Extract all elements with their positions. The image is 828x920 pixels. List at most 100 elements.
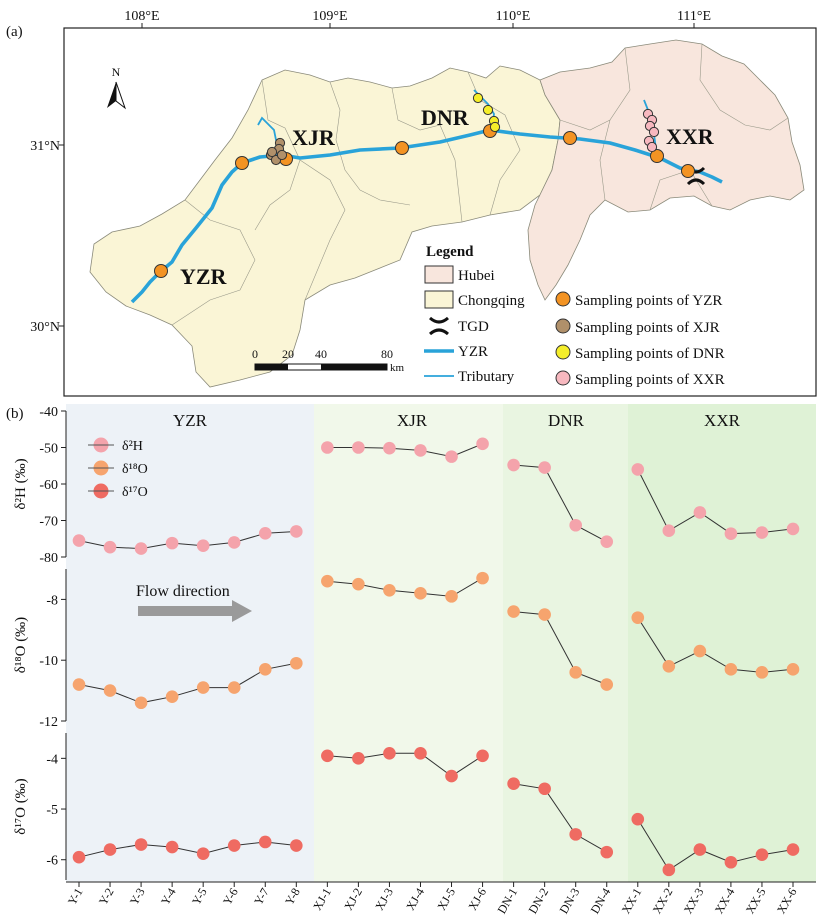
legend-d18o: δ¹⁸O: [122, 462, 148, 477]
point-d18O-Y-4: [165, 690, 179, 703]
point-d17O-XX-6: [786, 843, 800, 856]
flow-direction-arrow-icon: [138, 600, 252, 622]
point-d2H-Y-4: [165, 536, 179, 550]
x-tick-label: Y-3: [127, 886, 148, 908]
point-d18O-Y-5: [196, 681, 210, 694]
point-d17O-Y-8: [290, 839, 303, 852]
point-d17O-XX-4: [724, 855, 738, 869]
section-bg-xjr: [314, 404, 503, 882]
point-d18O-XX-2: [662, 659, 676, 673]
flow-direction-annotation: Flow direction: [136, 583, 252, 622]
point-d17O-Y-4: [165, 840, 179, 854]
y-tick-label-d17O: -6: [46, 854, 58, 869]
point-d18O-Y-8: [290, 656, 303, 670]
point-d2H-XJ-3: [383, 441, 396, 455]
series-points: [72, 437, 800, 877]
scale-80: 80: [381, 347, 393, 361]
point-d18O-Y-3: [134, 696, 148, 710]
section-title-xjr: XJR: [397, 411, 428, 430]
xjr-map-label: XJR: [292, 125, 336, 150]
point-d18O-XX-3: [693, 644, 707, 658]
point-d17O-XJ-4: [414, 746, 427, 760]
point-d17O-XJ-3: [383, 746, 396, 760]
x-tick-label: XJ-6: [465, 886, 489, 913]
chart-axes: -40 -50 -60 -70 -80 δ²H (‰) -8 -10 -12 δ¹⁸O (‰) -4…: [13, 405, 816, 883]
point-d2H-Y-5: [196, 539, 210, 552]
x-tick-label: Y-5: [189, 886, 210, 908]
point-d18O-DN-3: [569, 666, 582, 679]
scale-bar: 0 20 40 80 km: [252, 347, 405, 374]
point-d2H-XJ-6: [476, 437, 489, 451]
legend-pt-dnr: Sampling points of DNR: [575, 346, 725, 362]
point-d17O-Y-2: [103, 843, 117, 856]
xxr-map-label: XXR: [666, 124, 715, 149]
panel-label-b: (b): [6, 406, 24, 422]
x-tick-label: XX-1: [619, 886, 645, 917]
scale-0: 0: [252, 347, 258, 361]
point-d17O-XJ-5: [445, 769, 458, 783]
x-tick-label: XX-5: [743, 886, 769, 917]
series-line-d2H: [513, 464, 607, 543]
y-axis-label-d2H: δ²H (‰): [13, 458, 29, 509]
section-titles: YZR XJR DNR XXR: [173, 411, 741, 430]
dnr-point: [482, 104, 494, 116]
x-tick-label: Y-8: [282, 886, 303, 908]
yzr-map-label: YZR: [180, 264, 228, 289]
hubei-region: [527, 39, 805, 301]
lon-tick-109: 109°E: [312, 9, 347, 24]
y-axis-label-d17O: δ¹⁷O (‰): [13, 778, 29, 834]
point-d18O-Y-7: [258, 663, 272, 676]
legend-chongqing-swatch: [424, 290, 454, 309]
y-tick-label-d2H: -40: [39, 405, 58, 420]
x-tick-label: XJ-2: [341, 886, 365, 913]
x-tick-label: Y-6: [220, 886, 241, 908]
point-d17O-XX-5: [755, 848, 769, 861]
point-d2H-XJ-2: [352, 441, 365, 454]
x-tick-label: XJ-4: [403, 886, 427, 913]
x-tick-label: XJ-5: [434, 886, 458, 913]
legend-xjr-point: [555, 318, 571, 334]
y-tick-label-d18O: -8: [46, 593, 58, 608]
legend-tributary: Tributary: [458, 369, 515, 385]
point-d17O-DN-4: [600, 845, 614, 859]
point-d17O-Y-3: [134, 838, 148, 851]
section-bg-xxr: [628, 404, 816, 882]
chart-legend: δ²H δ¹⁸O δ¹⁷O: [88, 437, 148, 500]
point-d17O-DN-2: [538, 782, 551, 796]
point-d17O-XX-1: [631, 812, 645, 826]
point-d2H-Y-1: [72, 534, 86, 547]
point-d18O-Y-1: [72, 678, 86, 691]
point-d2H-XX-4: [724, 527, 738, 540]
point-d17O-Y-7: [258, 835, 272, 849]
latitude-ticks: 31°N 30°N: [30, 139, 60, 335]
series-line-d17O: [513, 783, 607, 853]
y-tick-label-d17O: -5: [46, 803, 58, 818]
legend-pt-xxr: Sampling points of XXR: [575, 372, 725, 388]
x-tick-label: DN-3: [557, 886, 583, 917]
legend-yzr-point: [555, 291, 571, 307]
point-d18O-DN-1: [507, 605, 520, 618]
lon-tick-111: 111°E: [677, 9, 711, 24]
section-title-xxr: XXR: [704, 411, 741, 430]
xxr-point: [646, 141, 658, 153]
point-d2H-Y-7: [258, 526, 272, 540]
point-d2H-XX-1: [631, 463, 645, 476]
y-tick-label-d2H: -80: [39, 551, 58, 566]
x-tick-label: XX-2: [650, 886, 676, 917]
yzr-river: [130, 128, 723, 304]
point-d18O-XX-1: [631, 611, 645, 624]
legend-d17o: δ¹⁷O: [122, 485, 148, 500]
section-bg-dnr: [503, 404, 628, 882]
dnr-point: [489, 121, 501, 133]
point-d2H-Y-8: [290, 525, 303, 538]
legend-pt-yzr: Sampling points of YZR: [575, 293, 722, 309]
point-d2H-Y-3: [134, 542, 148, 555]
point-d2H-XJ-1: [321, 441, 334, 454]
point-d17O-XX-2: [662, 863, 676, 877]
point-d18O-XJ-3: [383, 583, 396, 597]
legend-hubei: Hubei: [458, 268, 495, 284]
point-d18O-XX-5: [755, 666, 769, 679]
series-line-d18O: [513, 611, 607, 685]
yzr-point: [154, 264, 168, 278]
